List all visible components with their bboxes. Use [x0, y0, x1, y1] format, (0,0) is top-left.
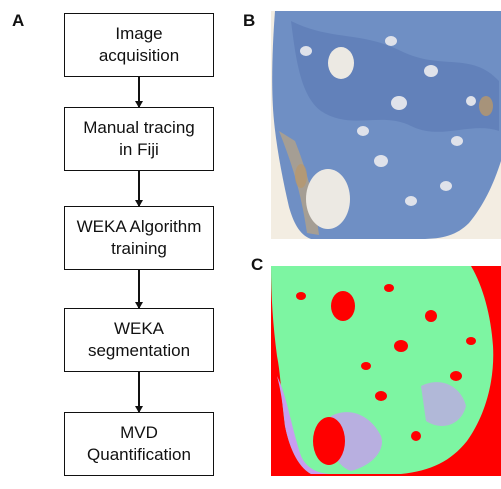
lumen: [466, 96, 476, 106]
lumen: [374, 155, 388, 167]
flow-arrow: [135, 372, 142, 413]
panel-label-c: C: [251, 255, 264, 274]
flow-step-line: training: [111, 239, 167, 258]
panel-label-b: B: [243, 11, 256, 30]
flow-step-image-acquisition: Image acquisition: [64, 13, 214, 77]
flow-step-line: WEKA: [113, 319, 165, 338]
vessel-region: [277, 376, 331, 474]
lumen: [385, 36, 397, 46]
lumen: [440, 181, 452, 191]
background-hole: [296, 292, 306, 300]
lumen: [306, 169, 350, 229]
background-hole: [411, 431, 421, 441]
background-hole: [331, 291, 355, 321]
stained-tissue-micrograph: [271, 11, 501, 239]
flow-step-line: acquisition: [98, 46, 180, 65]
flow-step-weka-training: WEKA Algorithm training: [64, 206, 214, 270]
flow-step-line: Quantification: [87, 445, 191, 464]
flow-arrow: [135, 77, 142, 108]
flow-step-weka-segmentation: WEKA segmentation: [64, 308, 214, 372]
flow-arrow: [135, 270, 142, 309]
background-hole: [394, 340, 408, 352]
flow-step-line: segmentation: [87, 341, 191, 360]
segmentation-svg: [271, 266, 501, 476]
lumen: [391, 96, 407, 110]
panel-label-a: A: [12, 11, 25, 30]
vessel-region: [421, 382, 466, 426]
background-hole: [384, 284, 394, 292]
flow-step-line: MVD: [120, 423, 158, 442]
flow-step-line: Manual tracing: [83, 118, 195, 137]
background-hole: [361, 362, 371, 370]
lumen: [357, 126, 369, 136]
background-hole: [450, 371, 462, 381]
flow-step-mvd-quantification: MVD Quantification: [64, 412, 214, 476]
brown-stain-spot: [479, 96, 493, 116]
flow-step-line: WEKA Algorithm: [76, 217, 202, 236]
brown-stain-spot: [295, 164, 307, 188]
background-hole: [375, 391, 387, 401]
stained-tissue-svg: [271, 11, 501, 239]
weka-segmentation-image: [271, 266, 501, 476]
background-hole: [466, 337, 476, 345]
background-hole: [313, 417, 345, 465]
lumen: [328, 47, 354, 79]
vessel-region: [329, 412, 382, 471]
lumen: [424, 65, 438, 77]
flow-step-line: in Fiji: [119, 140, 159, 159]
flow-step-line: Image: [115, 24, 163, 43]
lumen: [451, 136, 463, 146]
lumen: [405, 196, 417, 206]
flow-arrow: [135, 171, 142, 207]
flow-step-manual-tracing: Manual tracing in Fiji: [64, 107, 214, 171]
background-hole: [425, 310, 437, 322]
lumen: [300, 46, 312, 56]
